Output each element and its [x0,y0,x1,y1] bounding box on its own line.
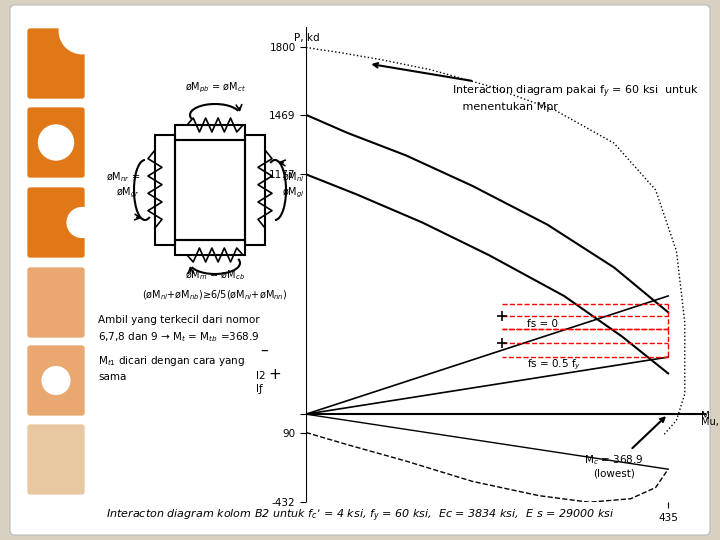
Text: (øM$_{nl}$+øM$_{nb}$)≥6/5(øM$_{nl}$+øM$_{nn}$): (øM$_{nl}$+øM$_{nb}$)≥6/5(øM$_{nl}$+øM$_… [143,288,288,302]
FancyBboxPatch shape [27,187,85,258]
Text: fs = 0: fs = 0 [526,319,557,328]
Text: øM$_{nl}$ =
øM$_{gl}$: øM$_{nl}$ = øM$_{gl}$ [282,170,315,200]
Text: øM$_{m}$ = øM$_{cb}$: øM$_{m}$ = øM$_{cb}$ [185,268,245,282]
Text: Interacton diagram kolom B2 untuk $f_c$’ = 4 ksi, $f_y$ = 60 ksi,  Ec = 3834 ksi: Interacton diagram kolom B2 untuk $f_c$’… [106,508,614,524]
FancyBboxPatch shape [27,424,85,495]
Circle shape [58,8,105,55]
Text: M: M [701,411,711,421]
Bar [175,125,245,140]
FancyBboxPatch shape [27,28,85,99]
Bar [175,240,245,255]
Circle shape [66,207,98,238]
FancyBboxPatch shape [27,345,85,416]
Text: P, kd: P, kd [294,33,319,43]
Text: +: + [269,367,282,381]
Text: fs = 0.5 f$_y$: fs = 0.5 f$_y$ [526,357,581,372]
FancyBboxPatch shape [27,267,85,338]
Text: Ambil yang terkecil dari nomor
6,7,8 dan 9 → M$_t$ = M$_{t b}$ =368.9: Ambil yang terkecil dari nomor 6,7,8 dan… [98,315,260,344]
Bar [175,140,245,240]
Bar [245,135,265,245]
Text: Mu, k-f: Mu, k-f [701,417,720,427]
Text: øM$_{pb}$ = øM$_{ct}$: øM$_{pb}$ = øM$_{ct}$ [184,80,246,95]
Text: M$_c$ = 368.9
(lowest): M$_c$ = 368.9 (lowest) [584,417,665,478]
Text: l2: l2 [256,370,266,381]
Text: –: – [260,343,268,358]
Text: øM$_{nr}$ =
øM$_{gr}$: øM$_{nr}$ = øM$_{gr}$ [106,170,140,200]
Circle shape [37,124,74,161]
Text: M$_{t1}$ dicari dengan cara yang
sama: M$_{t1}$ dicari dengan cara yang sama [98,354,246,382]
Circle shape [42,366,71,395]
Bar [155,135,175,245]
Text: lƒ: lƒ [256,384,263,394]
Text: Interaction diagram pakai f$_y$ = 60 ksi  untuk
   menentukan Mpr: Interaction diagram pakai f$_y$ = 60 ksi… [374,63,698,112]
FancyBboxPatch shape [27,107,85,178]
FancyBboxPatch shape [10,5,710,535]
